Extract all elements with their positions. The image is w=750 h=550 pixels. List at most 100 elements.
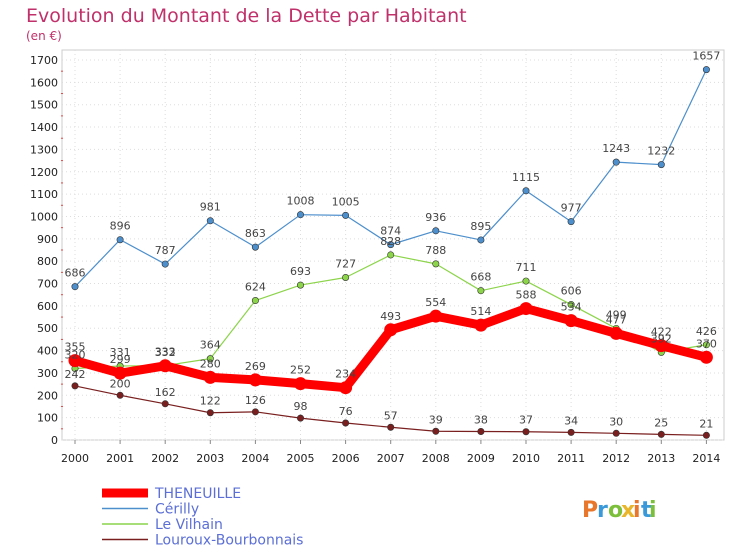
logo-letter: r xyxy=(597,498,608,523)
data-point xyxy=(206,217,214,225)
data-label: 1232 xyxy=(647,145,675,158)
data-point xyxy=(384,323,398,337)
data-label: 21 xyxy=(699,417,713,430)
data-point xyxy=(113,366,127,380)
data-label: 98 xyxy=(294,400,308,413)
data-point xyxy=(251,243,259,251)
x-tick-label: 2009 xyxy=(467,452,495,465)
legend-label: THENEUILLE xyxy=(154,486,241,502)
data-label: 333 xyxy=(155,346,176,359)
data-point xyxy=(567,218,575,226)
data-point xyxy=(477,236,485,244)
data-label: 514 xyxy=(470,305,491,318)
data-label: 828 xyxy=(380,235,401,248)
data-label: 863 xyxy=(245,227,266,240)
legend-label: Le Vilhain xyxy=(155,517,223,533)
data-point xyxy=(161,400,169,408)
x-tick-label: 2007 xyxy=(377,452,405,465)
data-label: 936 xyxy=(425,211,446,224)
y-tick-label: 500 xyxy=(37,322,58,335)
x-tick-label: 2006 xyxy=(332,452,360,465)
data-label: 252 xyxy=(290,364,311,377)
data-point xyxy=(612,429,620,437)
data-label: 606 xyxy=(561,285,582,298)
data-point xyxy=(342,419,350,427)
data-label: 200 xyxy=(110,377,131,390)
data-label: 477 xyxy=(606,313,627,326)
data-label: 1008 xyxy=(287,195,315,208)
y-tick-label: 1100 xyxy=(30,188,58,201)
x-tick-label: 2008 xyxy=(422,452,450,465)
data-label: 25 xyxy=(654,416,668,429)
data-label: 686 xyxy=(65,267,86,280)
x-tick-label: 2002 xyxy=(151,452,179,465)
x-tick-label: 2003 xyxy=(196,452,224,465)
data-label: 280 xyxy=(200,357,221,370)
data-label: 1243 xyxy=(602,142,630,155)
data-point xyxy=(522,277,530,285)
data-label: 874 xyxy=(380,225,401,238)
legend-label: Cérilly xyxy=(155,502,199,518)
data-label: 711 xyxy=(516,261,537,274)
data-point xyxy=(474,318,488,332)
data-label: 981 xyxy=(200,201,221,214)
data-label: 370 xyxy=(696,337,717,350)
data-label: 426 xyxy=(696,325,717,338)
data-label: 624 xyxy=(245,281,266,294)
data-label: 1005 xyxy=(332,195,360,208)
y-tick-label: 1200 xyxy=(30,166,58,179)
y-tick-label: 0 xyxy=(51,434,58,447)
data-label: 727 xyxy=(335,257,356,270)
logo-letter: t xyxy=(641,498,652,523)
data-label: 332 xyxy=(155,346,176,359)
data-point xyxy=(71,382,79,390)
data-label: 1657 xyxy=(692,50,720,63)
data-label: 1115 xyxy=(512,171,540,184)
data-label: 895 xyxy=(470,220,491,233)
y-tick-label: 700 xyxy=(37,278,58,291)
y-tick-label: 1600 xyxy=(30,76,58,89)
data-point xyxy=(116,236,124,244)
data-point xyxy=(387,251,395,259)
data-point xyxy=(161,260,169,268)
data-point xyxy=(519,302,533,316)
x-tick-label: 2004 xyxy=(241,452,269,465)
data-label: 554 xyxy=(425,296,446,309)
data-label: 534 xyxy=(561,301,582,314)
legend-label: Louroux-Bourbonnais xyxy=(155,533,303,549)
data-point xyxy=(522,428,530,436)
data-label: 364 xyxy=(200,339,221,352)
data-point xyxy=(612,158,620,166)
data-point xyxy=(68,354,82,368)
data-point xyxy=(296,414,304,422)
x-tick-label: 2012 xyxy=(602,452,630,465)
logo-letter: i xyxy=(633,498,641,523)
data-label: 788 xyxy=(425,244,446,257)
logo-letter: i xyxy=(649,498,657,523)
data-point xyxy=(702,66,710,74)
x-tick-label: 2011 xyxy=(557,452,585,465)
data-label: 422 xyxy=(651,326,672,339)
y-tick-label: 800 xyxy=(37,255,58,268)
y-tick-label: 900 xyxy=(37,233,58,246)
data-point xyxy=(429,309,443,323)
chart-subtitle: (en €) xyxy=(26,29,62,43)
data-point xyxy=(203,370,217,384)
data-label: 76 xyxy=(339,405,353,418)
y-tick-label: 400 xyxy=(37,345,58,358)
y-tick-label: 600 xyxy=(37,300,58,313)
data-label: 126 xyxy=(245,394,266,407)
logo-letter: x xyxy=(621,498,635,523)
data-point xyxy=(248,373,262,387)
y-tick-label: 200 xyxy=(37,389,58,402)
chart-title: Evolution du Montant de la Dette par Hab… xyxy=(26,5,467,27)
data-point xyxy=(251,408,259,416)
x-tick-label: 2010 xyxy=(512,452,540,465)
logo-letter: o xyxy=(608,498,623,523)
logo-letter: P xyxy=(582,498,598,523)
data-label: 242 xyxy=(65,368,86,381)
x-tick-label: 2000 xyxy=(61,452,89,465)
x-tick-label: 2014 xyxy=(692,452,720,465)
data-label: 896 xyxy=(110,220,131,233)
